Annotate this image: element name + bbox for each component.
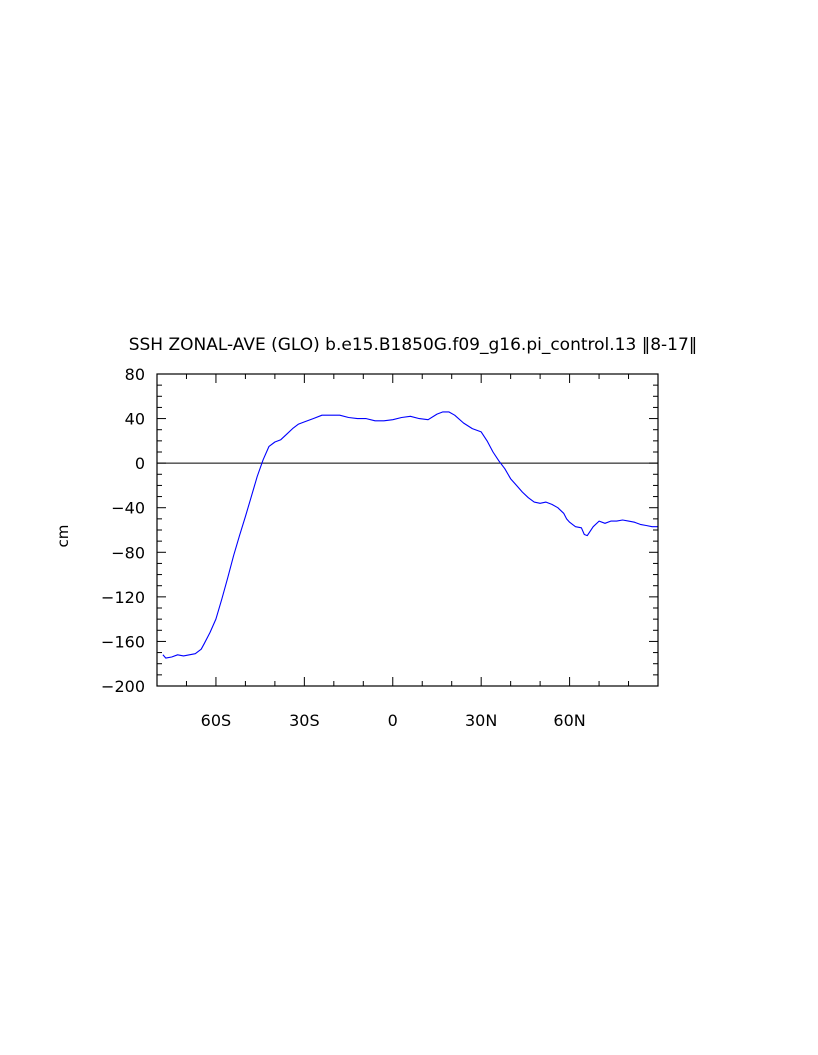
- y-tick-label: −160: [101, 632, 145, 651]
- y-tick-label: 0: [135, 454, 145, 473]
- y-axis-label: cm: [54, 525, 72, 548]
- x-tick-label: 60S: [201, 711, 232, 730]
- y-tick-label: −80: [111, 543, 145, 562]
- plot-frame: [156, 373, 659, 687]
- x-tick-label: 30N: [465, 711, 497, 730]
- tick-labels: 80 40 0 −40 −80 −120 −160 −200 60S 30S 0 30N 60N: [101, 365, 586, 730]
- chart-title: SSH ZONAL-AVE (GLO) b.e15.B1850G.f09_g16…: [129, 335, 698, 355]
- y-tick-label: −40: [111, 499, 145, 518]
- x-tick-label: 0: [388, 711, 398, 730]
- x-tick-label: 30S: [289, 711, 320, 730]
- y-tick-label: −120: [101, 588, 145, 607]
- y-tick-label: 40: [125, 410, 145, 429]
- series-line: [162, 411, 658, 659]
- axis-ticks: [157, 373, 659, 687]
- y-tick-label: 80: [125, 365, 145, 384]
- y-tick-label: −200: [101, 677, 145, 696]
- x-tick-label: 60N: [553, 711, 585, 730]
